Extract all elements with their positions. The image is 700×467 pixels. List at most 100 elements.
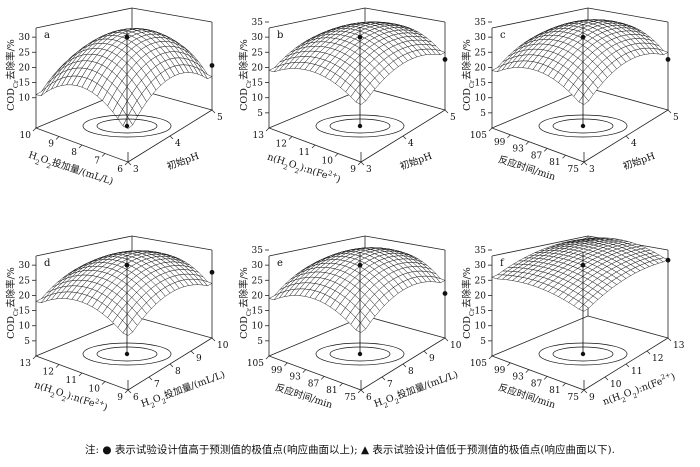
design-point-marker (357, 351, 363, 357)
x-axis-label: 反应时间/min (497, 153, 557, 183)
panel-letter: b (277, 30, 283, 41)
z-tick-label: 10 (475, 322, 487, 332)
z-tick-label: 25 (475, 276, 487, 286)
z-tick-label: 25 (252, 276, 264, 286)
y-tick-label: 7 (154, 380, 160, 390)
x-tick-label: 9 (117, 393, 123, 403)
x-axis-label: n(H2O2):n(Fe2+) (265, 150, 343, 189)
x-tick-label: 87 (531, 379, 543, 389)
design-point-marker (124, 34, 130, 40)
design-point-marker (580, 351, 586, 357)
panel-letter: d (44, 258, 51, 269)
response-surface (35, 250, 213, 336)
x-tick-label: 93 (512, 373, 524, 383)
x-tick-label: 12 (43, 368, 54, 378)
y-tick-label: 5 (673, 113, 679, 123)
z-axis-label: CODCr去除率/% (238, 39, 253, 111)
z-tick-label: 10 (252, 94, 264, 104)
x-tick-label: 93 (512, 145, 524, 155)
z-tick-label: 35 (475, 246, 487, 256)
x-tick-label: 81 (549, 386, 560, 396)
z-tick-label: 15 (475, 79, 487, 89)
y-tick-label: 10 (610, 380, 622, 390)
x-axis-label: n(H2O2):n(Fe2+) (32, 378, 110, 417)
z-tick-label: 20 (19, 63, 31, 73)
y-axis-label: n(H2O2):n(Fe2+) (601, 370, 678, 411)
z-tick-label: 15 (475, 307, 487, 317)
x-tick-label: 75 (345, 393, 357, 403)
z-tick-label: 35 (252, 246, 264, 256)
y-axis-label: 初始pH (165, 150, 200, 173)
z-tick-label: 30 (475, 261, 487, 271)
x-tick-label: 105 (470, 131, 487, 141)
design-point-marker (124, 123, 130, 129)
y-tick-label: 11 (631, 367, 642, 377)
z-tick-label: 20 (475, 63, 487, 73)
x-tick-label: 81 (549, 158, 560, 168)
y-axis-label: 初始pH (398, 150, 433, 173)
x-tick-label: 9 (48, 140, 54, 150)
z-tick-label: 25 (252, 48, 264, 58)
z-axis-label: CODCr去除率/% (238, 267, 253, 339)
response-surface (35, 28, 213, 129)
x-tick-label: 11 (66, 376, 77, 386)
design-point-marker (124, 351, 130, 357)
y-tick-label: 4 (631, 139, 637, 149)
z-tick-label: 20 (19, 291, 31, 301)
y-tick-label: 3 (589, 165, 595, 175)
y-tick-label: 9 (589, 393, 595, 403)
z-tick-label: 5 (480, 109, 486, 119)
x-tick-label: 105 (247, 359, 264, 369)
response-surface (491, 19, 669, 105)
x-axis-label: 反应时间/min (497, 381, 557, 411)
y-tick-label: 4 (408, 139, 414, 149)
z-tick-label: 10 (19, 94, 31, 104)
response-surface (268, 21, 446, 105)
y-tick-label: 9 (196, 354, 202, 364)
y-tick-label: 3 (366, 165, 372, 175)
y-tick-label: 8 (408, 367, 414, 377)
design-point-marker (357, 34, 363, 40)
z-tick-label: 35 (475, 18, 487, 28)
panel-f: 5 10 15 20 25 30 35 CODCr去除率/% f 105 99 93 87 81 75 9 10… (461, 235, 685, 411)
x-tick-label: 75 (568, 165, 580, 175)
figure-footnote: 注: ● 表示试验设计值高于预测值的极值点(响应曲面以上); ▲ 表示试验设计值… (85, 444, 615, 456)
x-tick-label: 13 (20, 359, 32, 369)
z-tick-label: 5 (480, 337, 486, 347)
x-tick-label: 81 (326, 386, 337, 396)
z-axis-label: CODCr去除率/% (461, 39, 476, 111)
design-point-marker (580, 34, 586, 40)
x-tick-label: 6 (117, 165, 123, 175)
z-tick-label: 15 (19, 79, 31, 89)
z-tick-label: 30 (19, 261, 31, 271)
x-tick-label: 12 (276, 140, 287, 150)
x-tick-label: 11 (299, 148, 310, 158)
y-tick-label: 8 (175, 367, 181, 377)
design-point-marker (665, 57, 671, 62)
x-tick-label: 99 (494, 366, 506, 376)
x-tick-label: 99 (271, 366, 283, 376)
y-tick-label: 6 (366, 393, 372, 403)
design-point-marker (580, 123, 586, 129)
y-tick-label: 6 (133, 393, 139, 403)
y-tick-label: 13 (673, 341, 685, 351)
panel-letter: e (277, 258, 283, 269)
x-tick-label: 87 (308, 379, 320, 389)
response-surface (268, 247, 446, 333)
x-tick-label: 13 (253, 131, 265, 141)
design-point-marker (357, 262, 363, 268)
y-tick-label: 5 (217, 113, 223, 123)
panel-b: 5 10 15 20 25 30 35 CODCr去除率/% b 13 12 11 10 9 3 4 5 n(H2… (238, 7, 456, 189)
z-tick-label: 30 (252, 261, 264, 271)
z-axis-label: CODCr去除率/% (461, 267, 476, 339)
x-tick-label: 8 (71, 148, 77, 158)
z-tick-label: 20 (475, 291, 487, 301)
z-tick-label: 15 (252, 79, 264, 89)
x-tick-label: 7 (94, 157, 100, 167)
z-tick-label: 10 (252, 322, 264, 332)
z-tick-label: 5 (257, 109, 263, 119)
y-tick-label: 9 (429, 354, 435, 364)
panel-letter: c (500, 30, 506, 41)
